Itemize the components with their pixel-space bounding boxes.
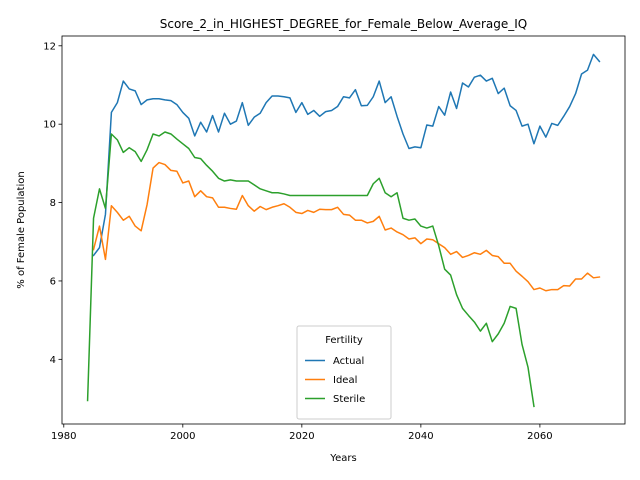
chart-title: Score_2_in_HIGHEST_DEGREE_for_Female_Bel…	[160, 17, 527, 31]
x-tick-label: 2000	[170, 431, 195, 442]
plot-area	[61, 35, 626, 425]
y-tick-label: 8	[50, 198, 56, 209]
x-tick-label: 2040	[408, 431, 433, 442]
x-tick-label: 2060	[527, 431, 552, 442]
series-lines	[86, 53, 601, 408]
y-tick-label: 12	[43, 41, 56, 52]
y-axis: 4 6 8 10 12	[43, 41, 62, 366]
legend-label-sterile: Sterile	[333, 394, 365, 405]
series-line-actual	[92, 53, 601, 257]
legend: Fertility Actual Ideal Sterile	[296, 325, 392, 420]
y-tick-label: 6	[50, 276, 56, 287]
x-tick-label: 1980	[51, 431, 76, 442]
y-tick-label: 4	[50, 355, 56, 366]
x-axis-title: Years	[329, 453, 356, 464]
x-tick-label: 2020	[289, 431, 314, 442]
plot-frame	[61, 35, 626, 425]
series-line-ideal	[92, 161, 601, 292]
legend-title: Fertility	[325, 335, 363, 346]
legend-box	[296, 325, 392, 420]
y-axis-title: % of Female Population	[16, 171, 27, 288]
y-tick-label: 10	[43, 120, 56, 131]
legend-label-actual: Actual	[333, 356, 364, 367]
series-line-sterile	[86, 131, 535, 408]
legend-label-ideal: Ideal	[333, 375, 357, 386]
x-axis: 1980 2000 2020 2040 2060	[51, 424, 553, 442]
